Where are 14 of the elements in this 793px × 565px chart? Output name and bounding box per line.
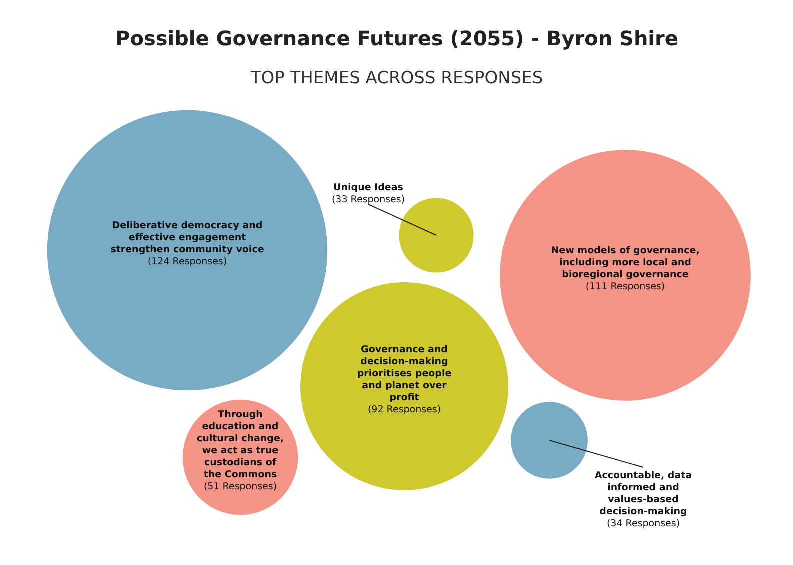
category-label: Accountable, data informed and values-based decision-making: [594, 470, 692, 518]
data-label: (33 Responses): [332, 194, 406, 206]
category-label: New models of governance, including more local and bioregional governance: [551, 246, 700, 280]
data-label: (111 Responses): [586, 282, 666, 292]
data-label: (124 Responses): [148, 256, 228, 268]
text: Possible Governance Futures (2055) - Byron Shire: [116, 26, 678, 50]
category-label: Through education and cultural change, we act as true custodians of the Commons: [196, 410, 284, 480]
category-label: Deliberative democracy and effective engagement strengthen community voice: [110, 220, 264, 256]
text: TOP THEMES ACROSS RESPONSES: [250, 68, 544, 88]
data-label: (51 Responses): [204, 482, 278, 492]
data-label: (92 Responses): [368, 404, 442, 416]
category-label: Governance and decision-making prioritises people and planet over profit: [357, 344, 452, 404]
data-label: (34 Responses): [606, 518, 680, 530]
category-label: Unique Ideas: [334, 182, 404, 194]
